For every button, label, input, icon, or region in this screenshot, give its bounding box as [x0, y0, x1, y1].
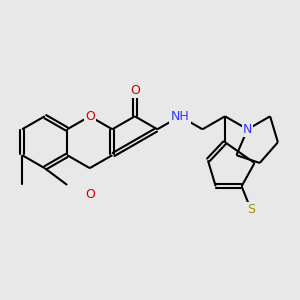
- Text: O: O: [85, 110, 95, 123]
- Text: S: S: [247, 203, 255, 216]
- Text: O: O: [85, 188, 95, 201]
- Text: N: N: [243, 123, 252, 136]
- Text: O: O: [130, 84, 140, 97]
- Text: NH: NH: [171, 110, 189, 123]
